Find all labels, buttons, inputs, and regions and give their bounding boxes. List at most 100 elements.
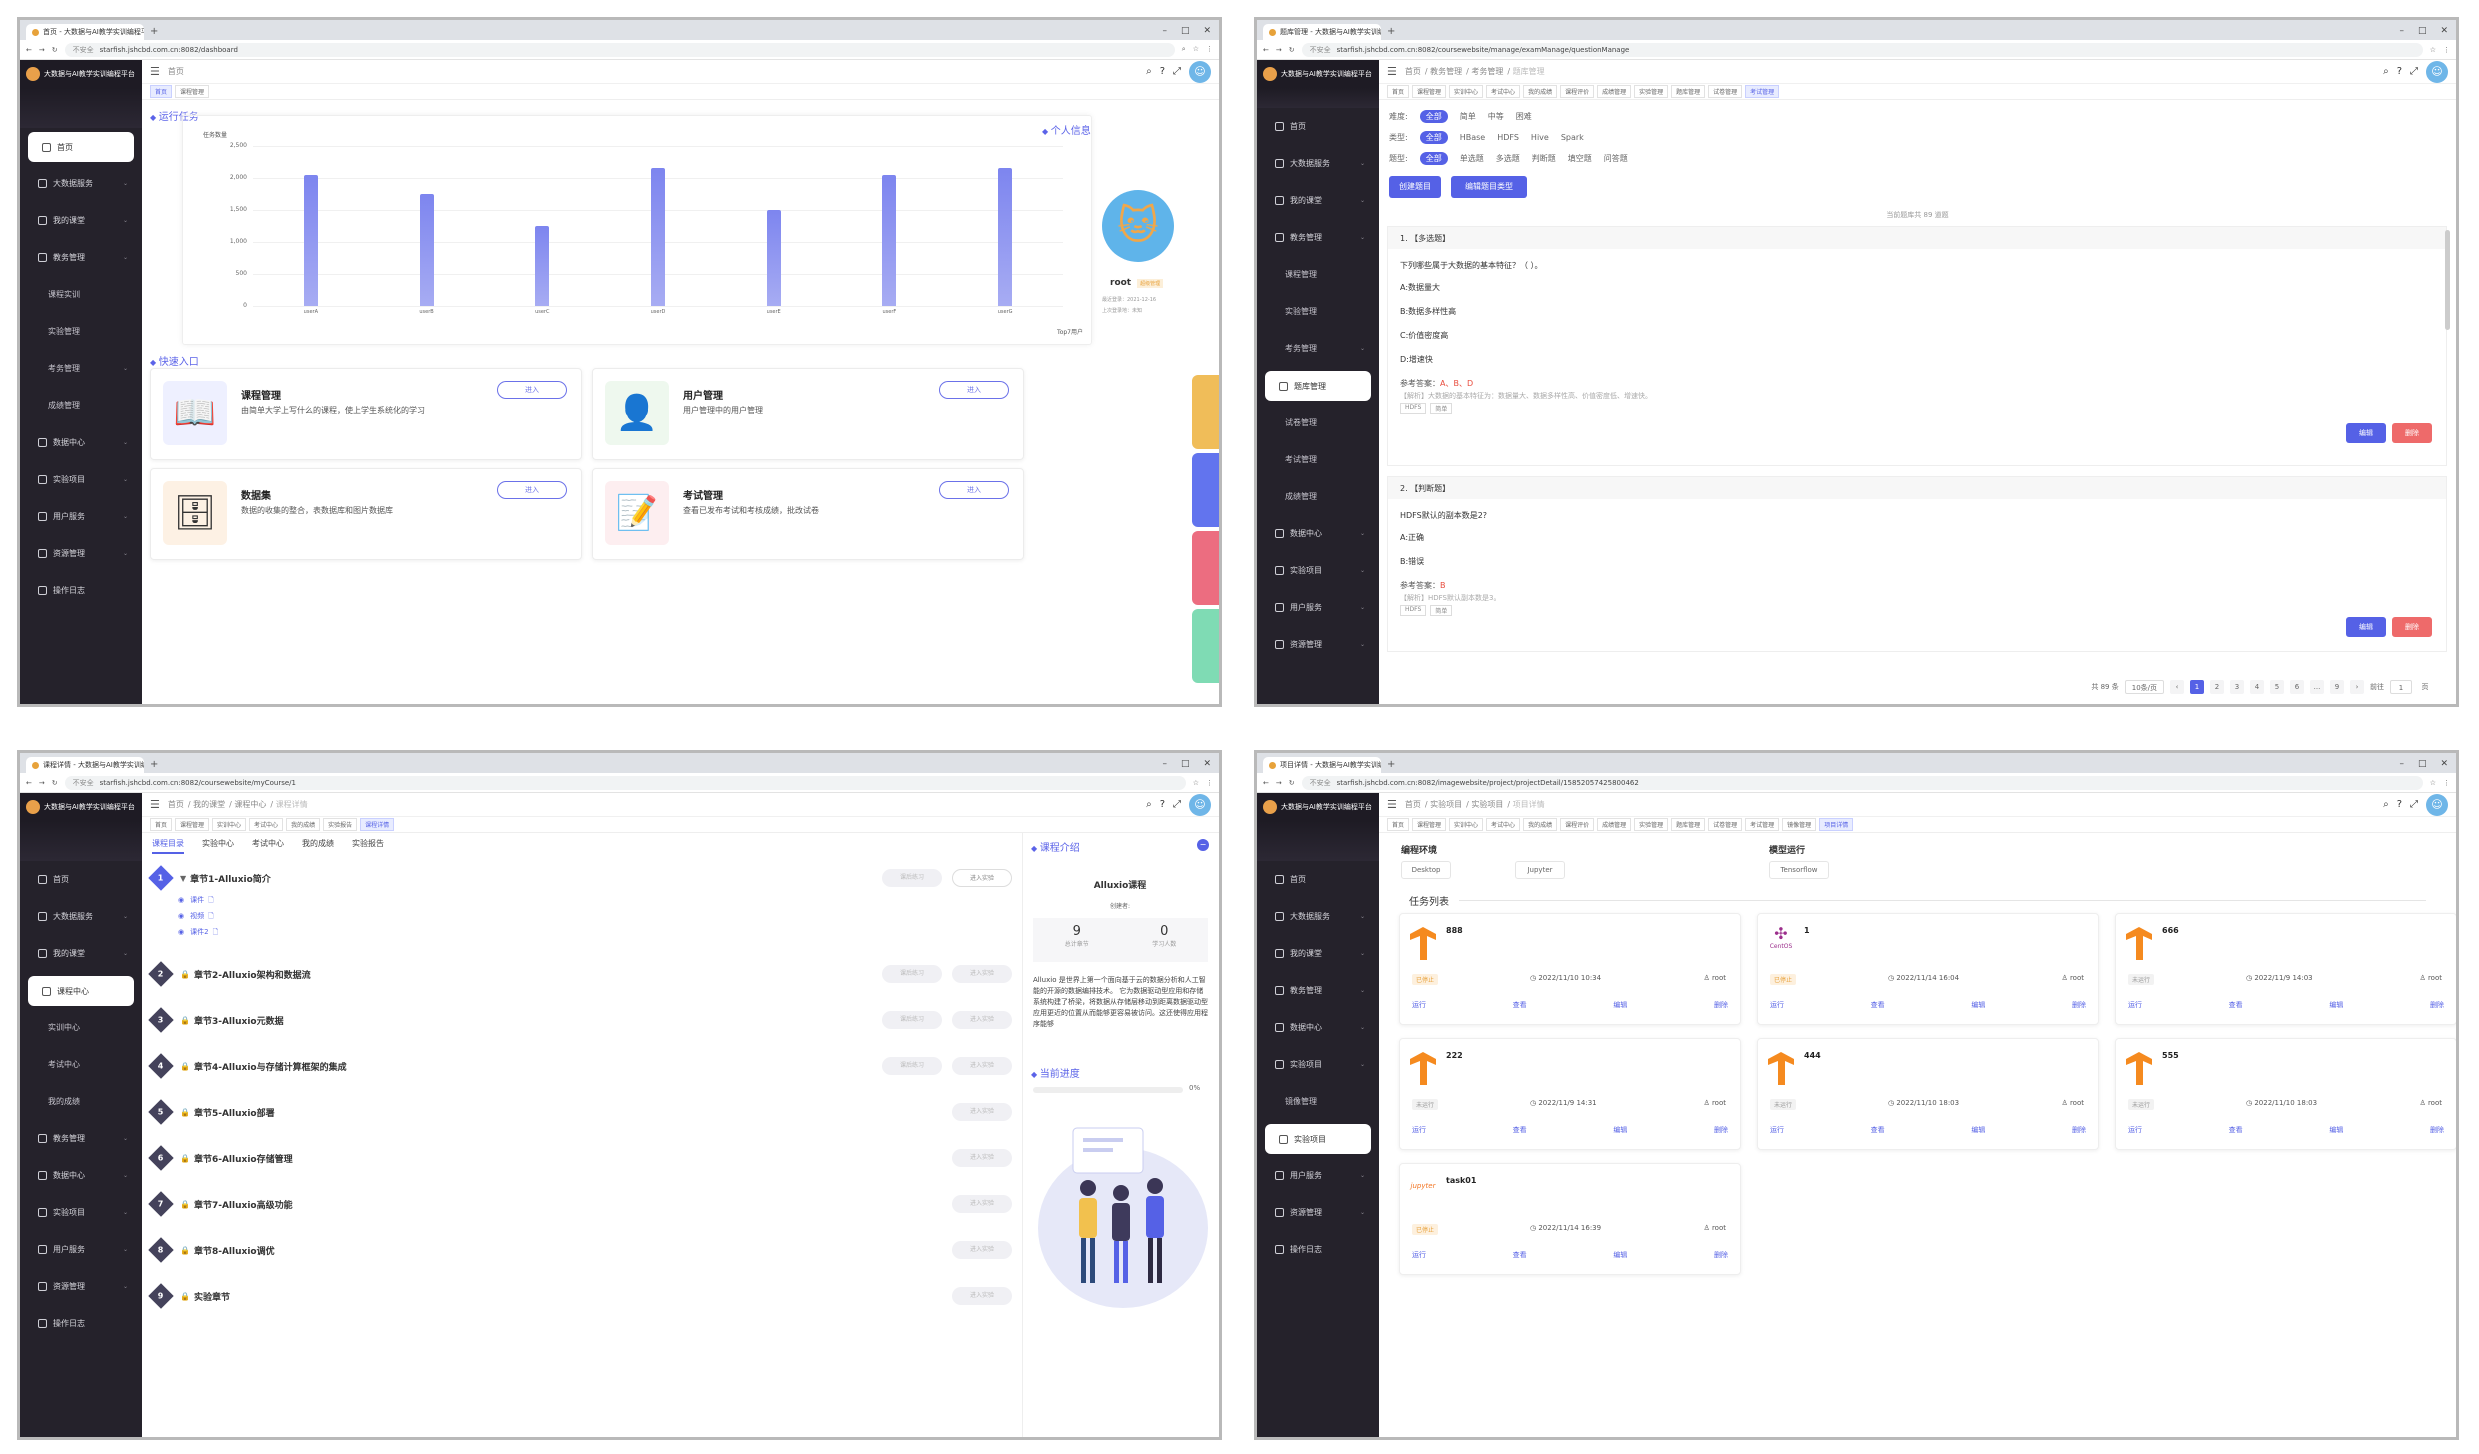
help-icon[interactable]: ? bbox=[2396, 66, 2402, 77]
run-link[interactable]: 运行 bbox=[1770, 1126, 1784, 1134]
menu-dots-icon[interactable]: ⋮ bbox=[2443, 778, 2450, 787]
edit-question-type-button[interactable]: 编辑题目类型 bbox=[1451, 176, 1527, 198]
stat-card[interactable]: 24课程数 bbox=[1192, 375, 1219, 449]
search-icon[interactable]: ⌕ bbox=[2383, 799, 2389, 810]
help-icon[interactable]: ? bbox=[2396, 799, 2402, 810]
sidebar-item[interactable]: 考务管理 ⌄ bbox=[20, 350, 142, 387]
sidebar-item[interactable]: 教务管理 ⌄ bbox=[1257, 972, 1379, 1009]
tag-item[interactable]: 实训中心 bbox=[212, 818, 247, 831]
sidebar-item[interactable]: 我的课堂 ⌄ bbox=[20, 935, 142, 972]
run-link[interactable]: 运行 bbox=[1412, 1126, 1426, 1134]
page-number[interactable]: ... bbox=[2310, 680, 2324, 694]
exercise-button[interactable]: 课后练习 bbox=[882, 1057, 942, 1075]
sidebar-item[interactable]: 镜像管理 bbox=[1257, 1083, 1379, 1120]
delete-link[interactable]: 删除 bbox=[2071, 1001, 2086, 1009]
sidebar-item[interactable]: 实验项目 ⌄ bbox=[1257, 552, 1379, 589]
tag-item[interactable]: 实验报告 bbox=[323, 818, 358, 831]
tag-item[interactable]: 课程管理 bbox=[1412, 85, 1447, 98]
close-icon[interactable]: ✕ bbox=[1203, 26, 1211, 36]
url-field[interactable]: 不安全 starfish.jshcbd.com.cn:8082/dashboard bbox=[64, 42, 1175, 57]
tag-item[interactable]: 我的成绩 bbox=[286, 818, 321, 831]
filter-option[interactable]: 多选题 bbox=[1495, 154, 1520, 163]
browser-tab[interactable]: 题库管理 - 大数据与AI教学实训编程平台 bbox=[1263, 24, 1381, 40]
reload-icon[interactable]: ↻ bbox=[51, 778, 58, 787]
filter-option[interactable]: 全部 bbox=[1419, 152, 1448, 165]
tag-home[interactable]: 首页 bbox=[150, 85, 173, 98]
maximize-icon[interactable]: □ bbox=[1180, 26, 1190, 36]
help-icon[interactable]: ? bbox=[1159, 66, 1165, 77]
star-icon[interactable]: ☆ bbox=[2429, 778, 2436, 787]
reload-icon[interactable]: ↻ bbox=[1288, 45, 1295, 54]
tag-item[interactable]: 实验管理 bbox=[1634, 85, 1669, 98]
run-link[interactable]: 运行 bbox=[1770, 1001, 1784, 1009]
delete-link[interactable]: 删除 bbox=[2429, 1126, 2444, 1134]
prev-page-icon[interactable]: ‹ bbox=[2170, 680, 2184, 694]
sidebar-item[interactable]: 资源管理 ⌄ bbox=[1257, 626, 1379, 663]
env-desktop-button[interactable]: Desktop bbox=[1401, 861, 1451, 879]
course-tab[interactable]: 考试中心 bbox=[252, 839, 284, 848]
view-link[interactable]: 查看 bbox=[1512, 1001, 1527, 1009]
tag-item[interactable]: 实训中心 bbox=[1449, 85, 1484, 98]
hamburger-icon[interactable]: ☰ bbox=[150, 65, 160, 78]
sidebar-item[interactable]: 我的课堂 ⌄ bbox=[1257, 935, 1379, 972]
view-link[interactable]: 查看 bbox=[2228, 1001, 2243, 1009]
tag-item[interactable]: 项目详情 bbox=[1819, 818, 1854, 831]
chapter-row[interactable]: 1 ▼ 章节1-Alluxio简介 课后练习 进入实验 bbox=[148, 865, 1012, 891]
menu-dots-icon[interactable]: ⋮ bbox=[1206, 778, 1213, 787]
enter-button[interactable]: 进入 bbox=[939, 481, 1009, 499]
tag-item[interactable]: 试卷管理 bbox=[1708, 818, 1743, 831]
delete-link[interactable]: 删除 bbox=[2071, 1126, 2086, 1134]
collapse-icon[interactable]: − bbox=[1197, 839, 1209, 851]
new-tab-icon[interactable]: + bbox=[1387, 26, 1396, 37]
sidebar-item[interactable]: 大数据服务 ⌄ bbox=[20, 898, 142, 935]
delete-link[interactable]: 删除 bbox=[2429, 1001, 2444, 1009]
next-page-icon[interactable]: › bbox=[2350, 680, 2364, 694]
forward-icon[interactable]: → bbox=[38, 45, 45, 54]
fullscreen-icon[interactable]: ⤢ bbox=[1173, 66, 1181, 77]
new-tab-icon[interactable]: + bbox=[150, 26, 159, 37]
tag-item[interactable]: 首页 bbox=[150, 818, 173, 831]
sidebar-item[interactable]: 数据中心 ⌄ bbox=[1257, 515, 1379, 552]
filter-option[interactable]: 判断题 bbox=[1531, 154, 1556, 163]
filter-option[interactable]: 全部 bbox=[1419, 131, 1448, 144]
close-icon[interactable]: ✕ bbox=[2440, 26, 2448, 36]
back-icon[interactable]: ← bbox=[26, 778, 32, 787]
exercise-button[interactable]: 课后练习 bbox=[882, 1011, 942, 1029]
run-link[interactable]: 运行 bbox=[1412, 1251, 1426, 1259]
sidebar-item[interactable]: 成绩管理 bbox=[1257, 478, 1379, 515]
sidebar-item[interactable]: 资源管理 ⌄ bbox=[1257, 1194, 1379, 1231]
view-link[interactable]: 查看 bbox=[1870, 1001, 1885, 1009]
create-question-button[interactable]: 创建题目 bbox=[1389, 176, 1441, 198]
filter-option[interactable]: 中等 bbox=[1487, 112, 1504, 121]
enter-experiment-button[interactable]: 进入实验 bbox=[952, 1103, 1012, 1121]
chapter-row[interactable]: 4 🔒 章节4-Alluxio与存储计算框架的集成 课后练习 进入实验 bbox=[148, 1053, 1012, 1079]
close-icon[interactable]: ✕ bbox=[1203, 759, 1211, 769]
star-icon[interactable]: ☆ bbox=[1192, 778, 1199, 787]
filter-option[interactable]: 简单 bbox=[1459, 112, 1476, 121]
page-number[interactable]: 6 bbox=[2290, 680, 2304, 694]
tag-item[interactable]: 考试中心 bbox=[249, 818, 284, 831]
edit-button[interactable]: 编辑 bbox=[2346, 617, 2386, 637]
url-field[interactable]: 不安全 starfish.jshcbd.com.cn:8082/courseweb… bbox=[64, 775, 1186, 790]
course-tab[interactable]: 课程目录 bbox=[152, 838, 184, 854]
tag-item[interactable]: 考试管理 bbox=[1745, 85, 1780, 98]
tag-item[interactable]: 我的成绩 bbox=[1523, 85, 1558, 98]
sidebar-item[interactable]: 大数据服务 ⌄ bbox=[20, 165, 142, 202]
enter-button[interactable]: 进入 bbox=[497, 481, 567, 499]
zoom-icon[interactable]: ⌕ bbox=[1181, 45, 1186, 53]
tag-item[interactable]: 题库管理 bbox=[1671, 85, 1706, 98]
minimize-icon[interactable]: – bbox=[2399, 759, 2404, 769]
page-number[interactable]: 2 bbox=[2210, 680, 2224, 694]
sidebar-item[interactable]: 大数据服务 ⌄ bbox=[1257, 898, 1379, 935]
tag-item[interactable]: 我的成绩 bbox=[1523, 818, 1558, 831]
menu-dots-icon[interactable]: ⋮ bbox=[1206, 45, 1213, 53]
chapter-resource-item[interactable]: ◉ 课件2 🗋 bbox=[178, 928, 219, 936]
filter-option[interactable]: 困难 bbox=[1515, 112, 1532, 121]
delete-button[interactable]: 删除 bbox=[2392, 423, 2432, 443]
sidebar-item[interactable]: 数据中心 ⌄ bbox=[20, 1157, 142, 1194]
close-icon[interactable]: ✕ bbox=[2440, 759, 2448, 769]
delete-link[interactable]: 删除 bbox=[1713, 1126, 1728, 1134]
sidebar-item[interactable]: 教务管理 ⌄ bbox=[20, 239, 142, 276]
exercise-button[interactable]: 课后练习 bbox=[882, 869, 942, 887]
sidebar-item[interactable]: 实验项目 ⌄ bbox=[20, 461, 142, 498]
